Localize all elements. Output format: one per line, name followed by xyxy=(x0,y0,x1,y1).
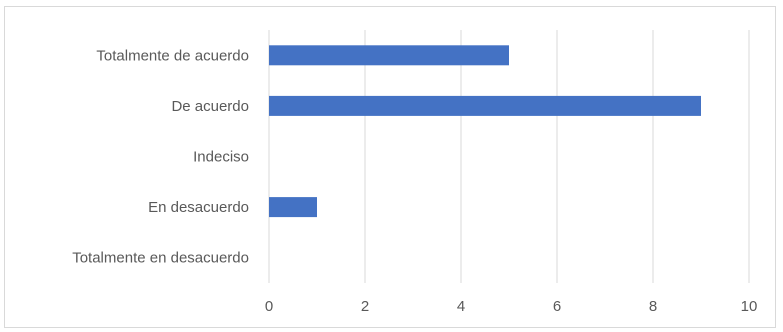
x-tick-label: 2 xyxy=(361,298,369,315)
bar xyxy=(269,45,509,66)
category-label: En desacuerdo xyxy=(148,199,249,216)
bar xyxy=(269,197,317,218)
x-tick-label: 10 xyxy=(741,298,758,315)
x-tick-labels: 0 2 4 6 8 10 xyxy=(265,298,758,315)
category-label: De acuerdo xyxy=(171,98,249,115)
category-label: Totalmente de acuerdo xyxy=(96,47,249,64)
bars xyxy=(269,45,701,218)
category-label: Indeciso xyxy=(193,149,249,166)
category-label: Totalmente en desacuerdo xyxy=(72,250,249,267)
x-tick-label: 0 xyxy=(265,298,273,315)
x-tick-label: 6 xyxy=(553,298,561,315)
x-tick-label: 8 xyxy=(649,298,657,315)
category-labels: Totalmente de acuerdo De acuerdo Indeciso E… xyxy=(72,47,249,266)
gridlines xyxy=(268,30,750,283)
x-tick-label: 4 xyxy=(457,298,465,315)
bar xyxy=(269,95,701,116)
